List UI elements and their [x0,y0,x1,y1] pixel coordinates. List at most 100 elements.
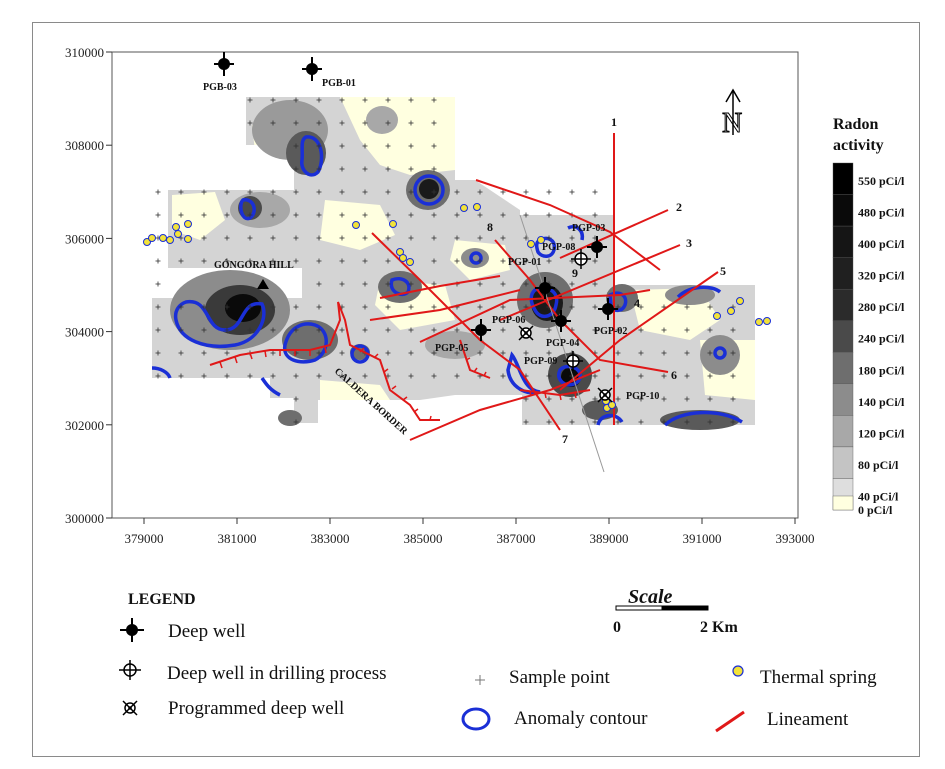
drilling-well-icon [571,249,591,269]
lineament-number: 4 [634,296,640,310]
programmed-well-icon [518,325,534,341]
x-tick-label: 379000 [125,531,164,546]
hill-marker-icon [257,279,269,289]
colorbar-title: activity [833,137,884,154]
lineament-number: 1 [611,115,617,129]
thermal-spring-icon [460,204,468,212]
legend-drilling-well: Deep well in drilling process [167,663,387,684]
colorbar-title: Radon [833,116,878,133]
colorbar-label: 40 pCi/l [858,489,899,503]
deep-well-icon [302,57,322,81]
thermal-spring-icon [713,312,721,320]
thermal-spring-icon [736,297,744,305]
colorbar-swatch [832,352,854,385]
thermal-spring-icon [537,236,545,244]
well-label: PGP-09 [524,356,557,367]
colorbar-swatch [832,288,854,321]
thermal-spring-icon [399,254,407,262]
scale-start: 0 [613,619,621,636]
y-tick-label: 304000 [65,325,104,340]
legend-lineament: Lineament [767,709,849,730]
legend-sample-point: Sample point [509,667,611,688]
lineament-number: 6 [671,368,677,382]
colorbar-label: 480 pCi/l [858,206,905,220]
sample-points [155,97,736,425]
colorbar-swatch [832,257,854,290]
deep-well-icon [471,319,491,341]
deep-well-icon [551,310,571,332]
y-tick-label: 306000 [65,231,104,246]
well-label: PGP-10 [626,391,659,402]
deep-well-icon [214,52,234,76]
y-tick-label: 302000 [65,418,104,433]
y-tick-label: 310000 [65,45,104,60]
scale-title: Scale [628,586,673,608]
anomaly-contour-icon [461,707,491,731]
thermal-spring-icon [406,258,414,266]
colorbar-label: 140 pCi/l [858,395,905,409]
well-label: PGP-02 [594,326,627,337]
thermal-spring-icon [527,240,535,248]
lineament-icon [715,710,745,733]
colorbar-swatch [832,162,854,195]
colorbar-label: 180 pCi/l [858,363,905,377]
colorbar-label: 280 pCi/l [858,300,905,314]
thermal-spring-icon [184,235,192,243]
colorbar-swatch [832,446,854,479]
sample-point-icon [475,675,485,685]
x-axis-ticks: 379000 381000 383000 385000 387000 389000 3910… [125,518,815,546]
figure-frame [32,22,920,757]
legend-programmed-well: Programmed deep well [168,698,344,719]
well-label: PGP-04 [546,338,579,349]
thermal-spring-icon [174,230,182,238]
thermal-spring-icon [148,234,156,242]
caldera-teeth [219,346,577,421]
deep-well-icon [120,618,144,642]
colorbar-label: 320 pCi/l [858,269,905,283]
colorbar-swatch [832,415,854,448]
lineament-number: 3 [686,236,692,250]
deep-well-icon [535,277,555,299]
well-label: PGP-06 [492,315,525,326]
well-label: PGP-08 [542,242,575,253]
x-tick-label: 391000 [683,531,722,546]
colorbar-swatch [832,383,854,416]
lineament-number: 9 [572,266,578,280]
north-letter: N [722,108,742,139]
lineament-number: 8 [487,220,493,234]
scale-bar-black [661,605,709,611]
legend-deep-well: Deep well [168,621,246,642]
legend-anomaly-contour: Anomaly contour [514,708,648,729]
north-arrow-icon: N [722,88,743,140]
well-label: PGB-01 [322,78,356,89]
scale-bar-white [615,605,663,611]
thermal-spring-icon [159,234,167,242]
x-tick-label: 389000 [590,531,629,546]
thermal-spring-icon [763,317,771,325]
y-tick-label: 300000 [65,511,104,526]
thermal-spring-icon [389,220,397,228]
colorbar-label: 400 pCi/l [858,237,905,251]
legend-thermal-spring: Thermal spring [760,667,877,688]
colorbar-label: 120 pCi/l [858,426,905,440]
lineament-number: 5 [720,264,726,278]
place-label: GÓNGORA HILL [214,259,294,271]
x-tick-label: 393000 [776,531,815,546]
thermal-spring-icon [473,203,481,211]
programmed-well-icon [597,387,613,403]
colorbar-swatch [832,225,854,258]
lineament-number: 7 [562,432,568,446]
colorbar: 550 pCi/l 480 pCi/l 400 pCi/l 320 pCi/l 280 … [832,162,905,517]
thermal-spring-icon [755,318,763,326]
thermal-spring-icon [732,665,744,677]
colorbar-label: 550 pCi/l [858,174,905,188]
thermal-spring-icon [172,223,180,231]
drilling-well-icon [119,660,141,680]
drilling-well-icon [563,351,583,371]
thermal-spring-icon [184,220,192,228]
colorbar-swatch [832,320,854,353]
thermal-spring-icon [727,307,735,315]
deep-well-icon [598,298,618,320]
x-tick-label: 387000 [497,531,536,546]
